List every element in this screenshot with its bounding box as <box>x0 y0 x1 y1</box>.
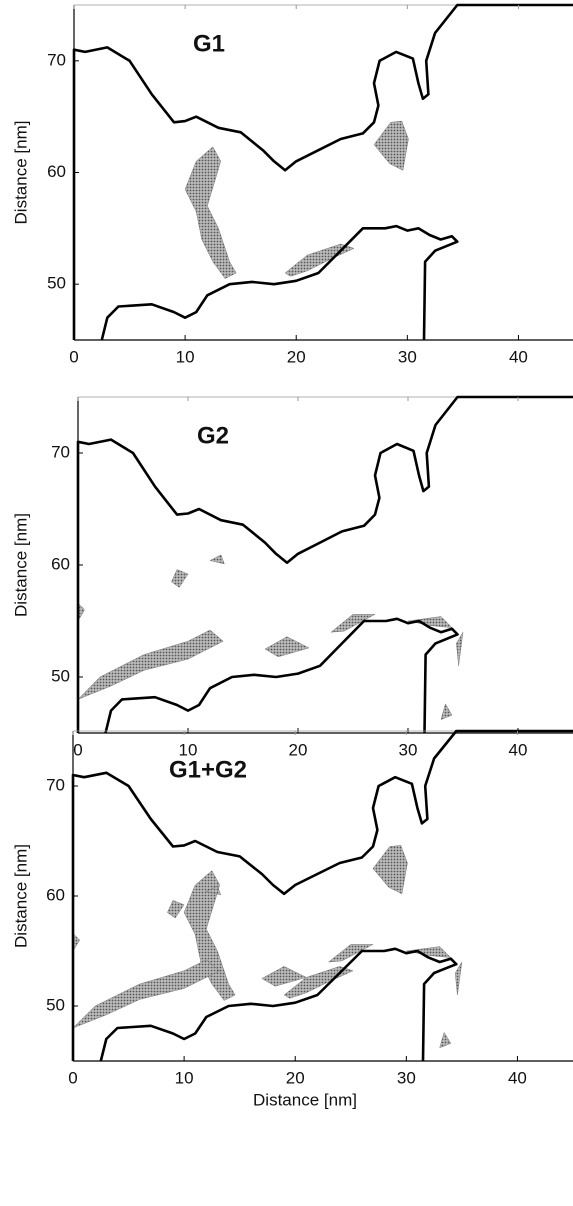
density-region <box>261 966 307 987</box>
y-axis-label: Distance [nm] <box>11 513 30 617</box>
boundary <box>99 947 458 1062</box>
panel-title: G1+G2 <box>169 756 247 783</box>
x-tick-label: 30 <box>397 1068 416 1087</box>
density-region <box>209 554 225 565</box>
density-region <box>264 636 310 658</box>
boundary <box>72 3 573 340</box>
x-tick-label: 20 <box>289 740 308 759</box>
x-tick-label: 10 <box>179 740 198 759</box>
x-tick-label: 20 <box>286 1068 305 1087</box>
y-tick-label: 60 <box>51 554 70 573</box>
x-tick-label: 0 <box>73 740 82 759</box>
boundary <box>104 617 459 734</box>
x-tick-label: 40 <box>508 1068 527 1087</box>
boundary <box>71 729 573 1061</box>
x-tick-label: 40 <box>509 347 528 366</box>
density-region <box>372 845 408 895</box>
density-region <box>283 966 354 999</box>
boundary <box>76 395 573 733</box>
boundary <box>100 224 459 341</box>
density-region <box>167 900 185 919</box>
panel-title: G2 <box>197 422 229 449</box>
y-tick-label: 70 <box>47 50 66 69</box>
x-axis-label: Distance [nm] <box>253 1090 357 1109</box>
density-region <box>284 243 355 277</box>
density-region <box>456 632 464 666</box>
x-tick-label: 0 <box>68 1068 77 1087</box>
x-tick-label: 30 <box>399 740 418 759</box>
density-region <box>72 959 221 1029</box>
density-region <box>327 944 374 963</box>
y-tick-label: 60 <box>46 885 65 904</box>
density-region <box>330 614 376 633</box>
y-tick-label: 70 <box>51 442 70 461</box>
y-tick-label: 70 <box>46 775 65 794</box>
density-region <box>439 1031 452 1049</box>
density-region <box>373 120 409 171</box>
panel-title: G1 <box>193 30 225 57</box>
x-tick-label: 40 <box>509 740 528 759</box>
density-region <box>171 569 189 588</box>
y-tick-label: 50 <box>47 274 66 293</box>
x-tick-label: 20 <box>287 347 306 366</box>
x-tick-label: 10 <box>175 1068 194 1087</box>
y-tick-label: 50 <box>46 995 65 1014</box>
density-region <box>184 146 237 279</box>
y-axis-label: Distance [nm] <box>11 121 30 225</box>
y-tick-label: 50 <box>51 666 70 685</box>
x-tick-label: 30 <box>398 347 417 366</box>
y-axis-label: Distance [nm] <box>11 844 30 948</box>
x-tick-label: 10 <box>176 347 195 366</box>
density-region <box>440 703 453 721</box>
y-tick-label: 60 <box>47 162 66 181</box>
density-region <box>454 961 463 996</box>
density-region <box>205 885 222 896</box>
x-tick-label: 0 <box>69 347 78 366</box>
density-region <box>77 629 224 700</box>
